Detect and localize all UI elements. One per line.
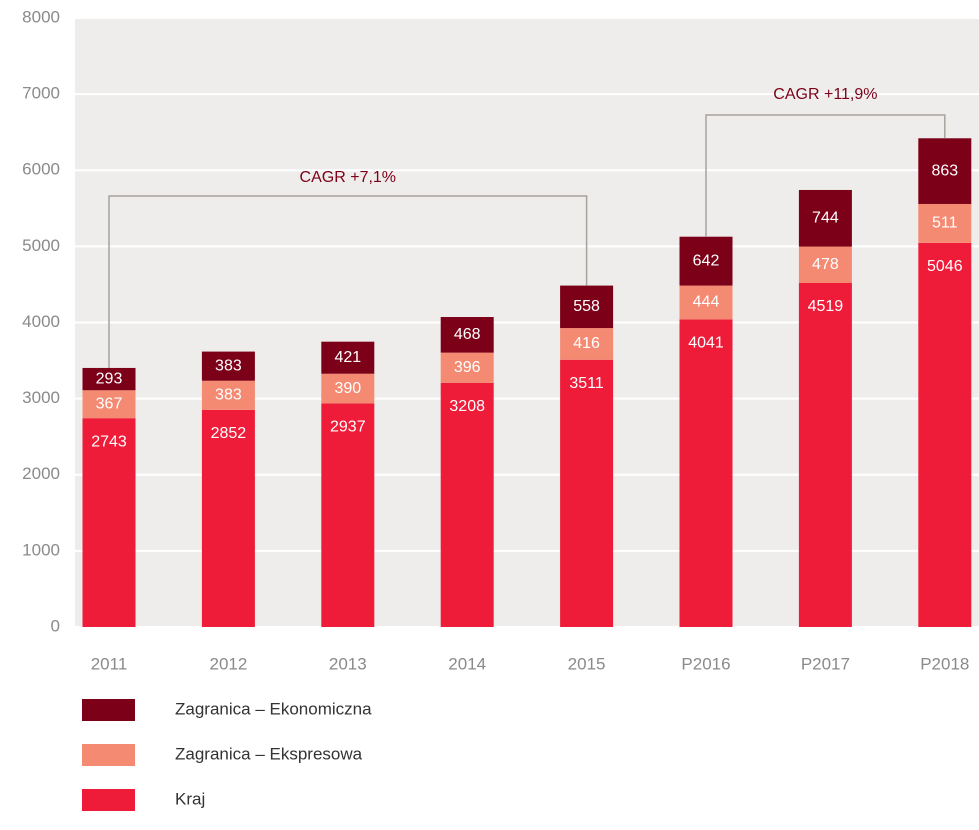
x-tick-label: P2018 — [920, 654, 969, 673]
value-label: 5046 — [927, 258, 963, 275]
annotation: CAGR +7,1% — [300, 169, 396, 186]
value-label: 468 — [454, 326, 481, 343]
x-tick-label: 2015 — [568, 654, 606, 673]
bar-segment — [679, 285, 733, 320]
y-tick-label: 3000 — [22, 388, 60, 407]
bar-segment — [440, 317, 494, 353]
y-tick-label: 8000 — [22, 7, 60, 26]
x-tick-label: 2012 — [209, 654, 247, 673]
value-label: 744 — [812, 210, 839, 227]
legend-swatch — [82, 789, 135, 811]
value-label: 444 — [693, 294, 720, 311]
value-label: 390 — [334, 380, 361, 397]
x-tick-label: 2011 — [91, 654, 128, 673]
legend-label: Zagranica – Ekonomiczna — [175, 699, 372, 718]
value-label: 511 — [932, 215, 958, 232]
value-label: 478 — [812, 256, 839, 273]
bar-segment — [679, 319, 733, 627]
x-tick-label: P2017 — [801, 654, 850, 673]
bar-segment — [918, 138, 972, 204]
bar-segment — [560, 359, 614, 627]
bar-segment — [321, 403, 375, 627]
value-label: 2937 — [330, 419, 366, 436]
y-tick-label: 2000 — [22, 464, 60, 483]
bar-segment — [798, 282, 852, 627]
bar-segment — [560, 328, 614, 360]
x-tick-label: 2014 — [448, 654, 486, 673]
value-label: 4041 — [688, 335, 724, 352]
value-label: 421 — [334, 349, 361, 366]
bar-segment — [201, 380, 255, 410]
bar-segment — [798, 189, 852, 247]
legend-swatch — [82, 744, 135, 766]
bar-segment — [440, 352, 494, 383]
value-label: 396 — [454, 359, 481, 376]
y-tick-label: 7000 — [22, 84, 60, 103]
value-label: 3208 — [449, 398, 485, 415]
y-tick-label: 0 — [51, 616, 60, 635]
value-label: 558 — [573, 298, 600, 315]
x-tick-label: P2016 — [681, 654, 730, 673]
legend-swatch — [82, 699, 135, 721]
bar-segment — [82, 418, 136, 627]
bracket — [108, 195, 588, 368]
y-tick-label: 6000 — [22, 160, 60, 179]
value-label: 416 — [573, 335, 600, 352]
y-tick-label: 4000 — [22, 312, 60, 331]
value-label: 3511 — [569, 375, 604, 392]
bar-segment — [82, 390, 136, 419]
y-tick-label: 5000 — [22, 236, 60, 255]
value-label: 383 — [215, 387, 242, 404]
bar-segment — [321, 373, 375, 404]
bar-segment — [440, 382, 494, 627]
y-tick-label: 1000 — [22, 540, 60, 559]
value-label: 863 — [931, 162, 958, 179]
value-label: 4519 — [808, 298, 844, 315]
annotation: CAGR +11,9% — [773, 86, 877, 103]
bar-segment — [82, 367, 136, 391]
bar-segment — [918, 203, 972, 243]
bar-segment — [560, 285, 614, 329]
value-label: 367 — [96, 395, 123, 412]
value-label: 2852 — [211, 425, 247, 442]
value-label: 293 — [96, 370, 123, 387]
bracket — [705, 114, 946, 237]
bar-segment — [918, 242, 972, 628]
bar-segment — [679, 236, 733, 286]
bar-segment — [201, 409, 255, 627]
value-label: 2743 — [91, 433, 127, 450]
bar-segment — [321, 341, 375, 374]
x-tick-label: 2013 — [329, 654, 367, 673]
legend-label: Kraj — [175, 789, 205, 808]
bar-segment — [798, 246, 852, 283]
value-label: 642 — [693, 252, 720, 269]
bar-segment — [201, 351, 255, 381]
value-label: 383 — [215, 357, 242, 374]
legend-label: Zagranica – Ekspresowa — [175, 744, 363, 763]
